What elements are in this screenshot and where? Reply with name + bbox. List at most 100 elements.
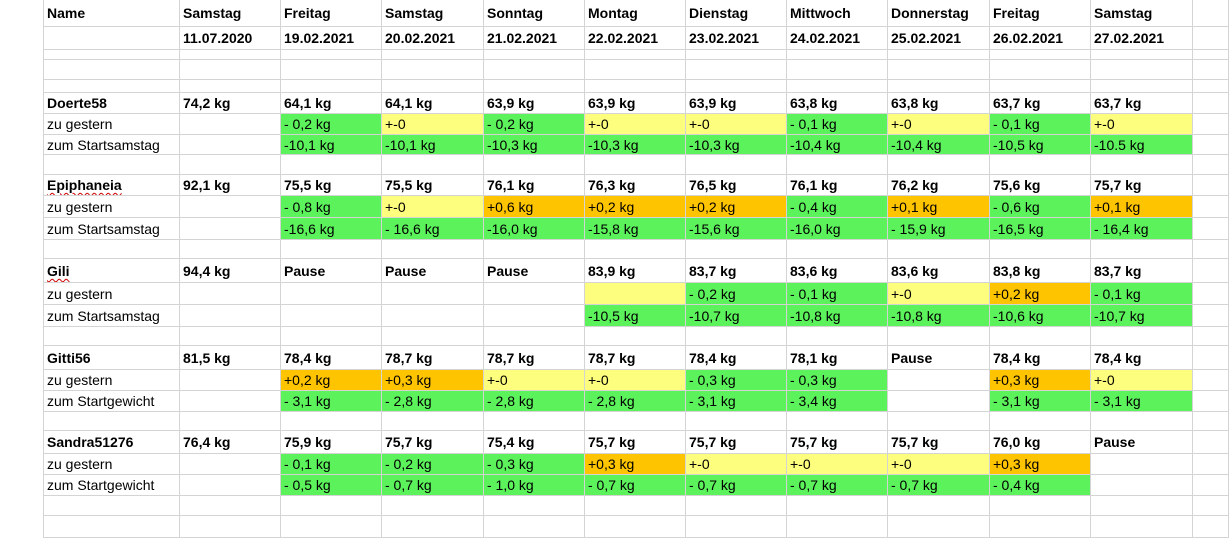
grid-cell[interactable] xyxy=(44,50,180,60)
total-cell[interactable]: - 0,7 kg xyxy=(888,475,990,496)
grid-cell[interactable] xyxy=(888,80,990,93)
grid-cell[interactable] xyxy=(44,155,180,175)
header-day[interactable]: Dienstag xyxy=(686,0,787,27)
grid-cell[interactable] xyxy=(888,60,990,80)
total-cell[interactable]: - 3,1 kg xyxy=(686,391,787,412)
weight-cell[interactable]: 75,4 kg xyxy=(484,431,585,454)
header-date[interactable]: 20.02.2021 xyxy=(382,27,484,50)
weight-cell[interactable]: Pause xyxy=(382,259,484,283)
person-name[interactable]: Gitti56 xyxy=(44,346,180,370)
grid-cell[interactable] xyxy=(787,327,888,346)
grid-cell[interactable] xyxy=(686,60,787,80)
row-label-delta[interactable]: zu gestern xyxy=(44,283,180,305)
weight-cell[interactable]: Pause xyxy=(1091,431,1193,454)
grid-cell[interactable] xyxy=(888,50,990,60)
total-cell[interactable]: - 3,1 kg xyxy=(990,391,1091,412)
grid-cell[interactable] xyxy=(281,60,382,80)
total-cell[interactable]: -15,8 kg xyxy=(585,218,686,240)
weight-cell[interactable]: 78,4 kg xyxy=(1091,346,1193,370)
delta-cell[interactable]: - 0,2 kg xyxy=(484,114,585,135)
header-date[interactable]: 26.02.2021 xyxy=(990,27,1091,50)
delta-cell[interactable]: +-0 xyxy=(585,370,686,391)
row-label-delta[interactable]: zu gestern xyxy=(44,370,180,391)
grid-cell[interactable] xyxy=(585,50,686,60)
grid-cell[interactable] xyxy=(787,80,888,93)
total-cell[interactable]: -10,1 kg xyxy=(281,135,382,155)
total-cell[interactable]: - 0,4 kg xyxy=(990,475,1091,496)
weight-cell[interactable]: 76,4 kg xyxy=(180,431,281,454)
grid-cell[interactable] xyxy=(1091,240,1193,259)
delta-cell[interactable] xyxy=(1091,454,1193,475)
total-cell[interactable]: -10.5 kg xyxy=(1091,135,1193,155)
grid-cell[interactable] xyxy=(382,496,484,516)
total-cell[interactable]: - 15,9 kg xyxy=(888,218,990,240)
total-cell[interactable]: -16,5 kg xyxy=(990,218,1091,240)
grid-cell[interactable] xyxy=(585,240,686,259)
weight-cell[interactable]: 81,5 kg xyxy=(180,346,281,370)
delta-cell[interactable]: - 0,1 kg xyxy=(787,114,888,135)
total-cell[interactable]: -10,3 kg xyxy=(585,135,686,155)
total-cell[interactable]: -16,0 kg xyxy=(484,218,585,240)
grid-cell[interactable] xyxy=(1193,370,1229,391)
grid-cell[interactable] xyxy=(1193,259,1229,283)
weight-cell[interactable]: 63,8 kg xyxy=(787,93,888,114)
grid-cell[interactable] xyxy=(888,155,990,175)
weight-cell[interactable]: 75,5 kg xyxy=(281,175,382,196)
total-cell[interactable]: -10,1 kg xyxy=(382,135,484,155)
header-date[interactable]: 25.02.2021 xyxy=(888,27,990,50)
grid-cell[interactable] xyxy=(1193,175,1229,196)
grid-cell[interactable] xyxy=(990,240,1091,259)
header-day[interactable]: Sonntag xyxy=(484,0,585,27)
delta-cell[interactable]: +-0 xyxy=(1091,370,1193,391)
grid-cell[interactable] xyxy=(1091,60,1193,80)
total-cell[interactable]: -10,5 kg xyxy=(585,305,686,327)
weight-cell[interactable]: 75,7 kg xyxy=(1091,175,1193,196)
grid-cell[interactable] xyxy=(1193,475,1229,496)
weight-cell[interactable]: 76,1 kg xyxy=(484,175,585,196)
total-cell[interactable] xyxy=(888,391,990,412)
weight-cell[interactable]: 78,4 kg xyxy=(990,346,1091,370)
grid-cell[interactable] xyxy=(44,496,180,516)
weight-cell[interactable]: 75,5 kg xyxy=(382,175,484,196)
row-label-delta[interactable]: zu gestern xyxy=(44,114,180,135)
grid-cell[interactable] xyxy=(180,155,281,175)
grid-cell[interactable] xyxy=(180,327,281,346)
grid-cell[interactable] xyxy=(281,496,382,516)
grid-cell[interactable] xyxy=(1193,516,1229,538)
total-cell[interactable] xyxy=(382,305,484,327)
grid-cell[interactable] xyxy=(787,412,888,431)
header-day[interactable]: Donnerstag xyxy=(888,0,990,27)
grid-cell[interactable] xyxy=(1193,496,1229,516)
grid-cell[interactable] xyxy=(484,155,585,175)
grid-cell[interactable] xyxy=(484,516,585,538)
grid-cell[interactable] xyxy=(484,412,585,431)
delta-cell[interactable]: +0,3 kg xyxy=(990,370,1091,391)
header-date[interactable]: 19.02.2021 xyxy=(281,27,382,50)
delta-cell[interactable]: +0,2 kg xyxy=(686,196,787,218)
grid-cell[interactable] xyxy=(990,412,1091,431)
weight-cell[interactable]: 78,7 kg xyxy=(484,346,585,370)
row-label-delta[interactable]: zu gestern xyxy=(44,196,180,218)
person-name[interactable]: Sandra51276 xyxy=(44,431,180,454)
weight-cell[interactable]: 75,7 kg xyxy=(888,431,990,454)
total-cell[interactable] xyxy=(180,475,281,496)
grid-cell[interactable] xyxy=(44,80,180,93)
grid-cell[interactable] xyxy=(585,496,686,516)
delta-cell[interactable]: - 0,1 kg xyxy=(281,454,382,475)
grid-cell[interactable] xyxy=(787,60,888,80)
total-cell[interactable]: - 2,8 kg xyxy=(484,391,585,412)
grid-cell[interactable] xyxy=(44,27,180,50)
weight-cell[interactable]: 83,6 kg xyxy=(787,259,888,283)
weight-cell[interactable]: 63,9 kg xyxy=(585,93,686,114)
total-cell[interactable]: - 2,8 kg xyxy=(585,391,686,412)
delta-cell[interactable]: - 0,4 kg xyxy=(787,196,888,218)
header-date[interactable]: 27.02.2021 xyxy=(1091,27,1193,50)
weight-cell[interactable]: 64,1 kg xyxy=(382,93,484,114)
grid-cell[interactable] xyxy=(787,240,888,259)
total-cell[interactable] xyxy=(180,135,281,155)
grid-cell[interactable] xyxy=(382,50,484,60)
total-cell[interactable]: -10,5 kg xyxy=(990,135,1091,155)
grid-cell[interactable] xyxy=(1091,412,1193,431)
delta-cell[interactable]: +0,2 kg xyxy=(281,370,382,391)
header-date[interactable]: 24.02.2021 xyxy=(787,27,888,50)
